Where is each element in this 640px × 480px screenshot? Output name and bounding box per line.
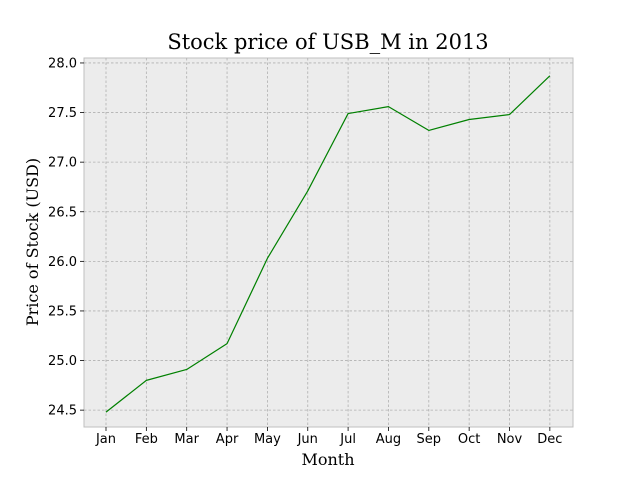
- y-tick-label: 28.0: [48, 56, 77, 71]
- series-line: [105, 75, 551, 413]
- x-tick-label: Apr: [216, 432, 239, 447]
- series-layer: [105, 75, 551, 413]
- chart-title: Stock price of USB_M in 2013: [167, 30, 488, 54]
- x-tick-label: Sep: [417, 432, 442, 447]
- x-axis-label: Month: [301, 450, 354, 469]
- plot-area: [83, 57, 574, 428]
- y-tick-label: 26.5: [48, 205, 77, 220]
- x-tick-label: Nov: [497, 432, 523, 447]
- x-tick-label: Jun: [297, 432, 318, 447]
- y-axis-label: Price of Stock (USD): [23, 158, 42, 326]
- x-tick-label: Jan: [95, 432, 116, 447]
- x-tick-label: Dec: [537, 432, 562, 447]
- y-tick-label: 25.5: [48, 304, 77, 319]
- x-axis: Jan Feb Mar Apr May Jun Jul Aug Sep Oct Nov Dec: [95, 427, 562, 447]
- grid-lines: [84, 58, 573, 427]
- x-tick-label: Aug: [376, 432, 401, 447]
- x-tick-label: Feb: [135, 432, 158, 447]
- y-tick-label: 27.0: [48, 156, 77, 171]
- x-tick-label: May: [254, 432, 281, 447]
- x-tick-label: Jul: [339, 432, 356, 447]
- x-tick-label: Mar: [174, 432, 199, 447]
- y-tick-label: 25.0: [48, 354, 77, 369]
- y-axis: 24.5 25.0 25.5 26.0 26.5 27.0 27.5 28.0: [48, 56, 84, 419]
- y-tick-label: 24.5: [48, 404, 77, 419]
- y-tick-label: 27.5: [48, 106, 77, 121]
- y-tick-label: 26.0: [48, 255, 77, 270]
- x-tick-label: Oct: [458, 432, 480, 447]
